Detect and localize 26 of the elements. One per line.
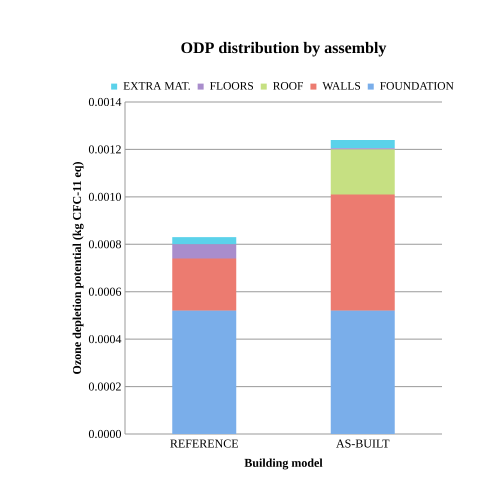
y-tick-label: 0.0006 [88, 288, 122, 296]
bar [172, 258, 236, 311]
y-tick-label: 0.0004 [88, 335, 122, 344]
bar [330, 149, 395, 194]
chart-title: ODP distribution by assembly [181, 42, 386, 56]
bar [330, 194, 395, 311]
y-tick-label: 0.0014 [88, 98, 122, 106]
x-tick-label: AS-BUILT [336, 440, 390, 448]
legend-label: FLOORS [210, 82, 254, 90]
y-tick-label: 0.0012 [88, 145, 121, 154]
y-tick-label: 0.0000 [88, 430, 122, 438]
bar [172, 244, 236, 259]
y-tick-label: 0.0008 [88, 240, 122, 248]
x-axis-title: Building model [244, 458, 322, 470]
legend-label: EXTRA MAT. [123, 82, 190, 90]
bar [330, 140, 395, 148]
bar [172, 310, 236, 434]
legend-label: WALLS [322, 82, 360, 90]
bar [330, 310, 395, 434]
y-tick-label: 0.0002 [88, 382, 121, 391]
bar [172, 237, 236, 244]
x-tick-label: REFERENCE [170, 440, 238, 448]
y-axis-title: Ozone depletion potential (kg CFC-11 eq) [72, 162, 84, 374]
legend-label: ROOF [273, 82, 303, 90]
legend-label: FOUNDATION [380, 82, 454, 90]
y-tick-label: 0.0010 [88, 192, 122, 201]
